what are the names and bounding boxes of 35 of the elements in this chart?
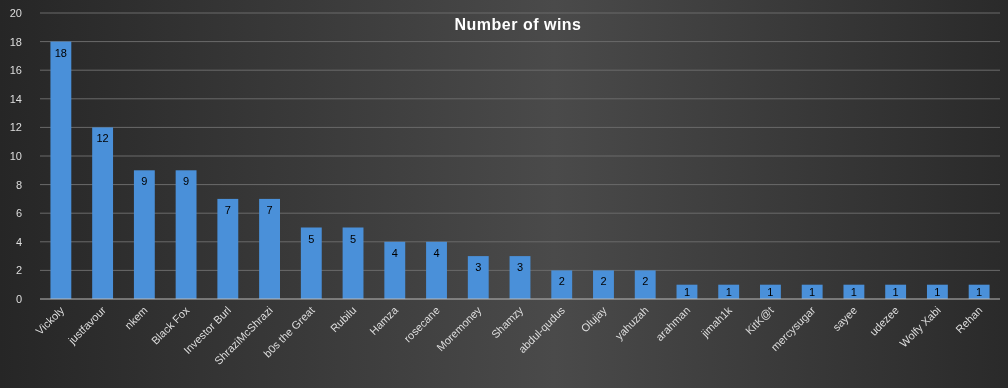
data-label: 1	[850, 285, 857, 298]
y-tick-label: 0	[15, 293, 22, 305]
chart-title: Number of wins	[454, 16, 582, 33]
y-tick-label: 4	[15, 235, 22, 248]
y-tick-label: 10	[9, 150, 22, 162]
y-tick-label: 12	[9, 121, 22, 134]
data-label: 5	[349, 232, 357, 245]
y-tick-label: 2	[15, 264, 22, 277]
data-label: 1	[892, 285, 899, 298]
data-label: 3	[475, 261, 482, 274]
y-tick-label: 18	[9, 35, 22, 48]
data-label: 3	[516, 261, 524, 274]
data-label: 1	[683, 285, 691, 298]
data-label: 4	[391, 246, 398, 259]
data-label: 1	[725, 285, 732, 298]
y-tick-label: 20	[9, 7, 22, 19]
y-tick-label: 6	[15, 207, 22, 220]
data-label: 2	[642, 275, 649, 288]
data-label: 7	[224, 203, 231, 216]
data-label: 1	[934, 285, 941, 298]
data-label: 2	[558, 275, 565, 288]
y-tick-label: 14	[9, 92, 22, 105]
data-label: 18	[54, 46, 67, 59]
data-label: 1	[809, 285, 816, 298]
data-label: 1	[767, 285, 774, 298]
data-label: 2	[600, 275, 607, 288]
y-tick-label: 16	[9, 64, 22, 77]
y-tick-label: 8	[15, 178, 22, 191]
data-label: 5	[308, 232, 315, 245]
data-label: 4	[433, 246, 440, 259]
data-label: 9	[141, 175, 148, 188]
data-label: 12	[96, 132, 109, 145]
data-label: 9	[183, 175, 190, 188]
data-label: 7	[266, 203, 273, 216]
data-label: 1	[976, 285, 983, 298]
